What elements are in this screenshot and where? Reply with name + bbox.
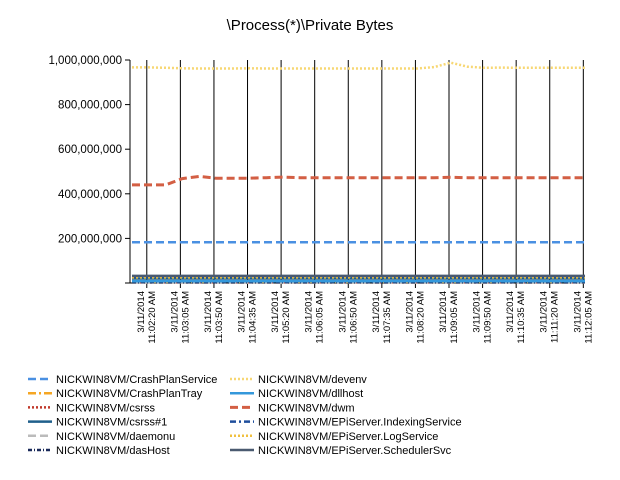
x-tick-date: 3/11/2014 [505,291,516,333]
x-tick-date: 3/11/2014 [169,291,180,333]
legend-label: NICKWIN8VM/csrss [56,402,156,414]
legend-label: NICKWIN8VM/devenv [258,374,367,386]
x-tick-label: 3/11/2014 11:03:05 AM [169,291,191,344]
x-tick-time: 11:02:20 AM [147,291,158,344]
x-tick-label: 3/11/2014 11:12:05 AM [572,291,594,344]
legend-label: NICKWIN8VM/CrashPlanTray [56,388,203,400]
legend-label: NICKWIN8VM/EPiServer.SchedulerSvc [258,445,452,457]
x-tick-label: 3/11/2014 11:09:50 AM [472,291,494,344]
x-tick-date: 3/11/2014 [472,291,483,333]
x-axis: 3/11/2014 11:02:20 AM 3/11/2014 11:03:05 AM… [125,282,594,344]
legend-label: NICKWIN8VM/dllhost [258,388,363,400]
x-tick-time: 11:03:50 AM [214,291,225,344]
y-tick-label: 200,000,000 [58,233,122,245]
x-tick-label: 3/11/2014 11:06:50 AM [337,291,359,344]
x-tick-date: 3/11/2014 [237,291,248,333]
legend: NICKWIN8VM/CrashPlanService NICKWIN8VM/Cr… [28,374,462,457]
x-tick-time: 11:09:05 AM [449,291,460,344]
x-tick-date: 3/11/2014 [371,291,382,333]
x-tick-time: 11:03:05 AM [180,291,191,344]
x-tick-date: 3/11/2014 [136,291,147,333]
legend-label: NICKWIN8VM/EPiServer.LogService [258,431,438,443]
x-tick-label: 3/11/2014 11:09:05 AM [438,291,460,344]
series-line-6 [132,61,585,70]
x-tick-label: 3/11/2014 11:11:20 AM [539,291,561,343]
x-tick-time: 11:11:20 AM [550,291,561,343]
legend-label: NICKWIN8VM/dasHost [56,445,170,457]
x-tick-date: 3/11/2014 [572,291,583,333]
x-tick-label: 3/11/2014 11:04:35 AM [237,291,259,344]
legend-label: NICKWIN8VM/dwm [258,402,355,414]
legend-label: NICKWIN8VM/CrashPlanService [56,374,217,386]
x-tick-date: 3/11/2014 [304,291,315,333]
x-tick-label: 3/11/2014 11:06:05 AM [304,291,326,344]
y-tick-label: 400,000,000 [58,189,122,201]
gridlines [146,60,584,283]
y-tick-label: 600,000,000 [58,144,122,156]
legend-label: NICKWIN8VM/csrss#1 [56,417,167,429]
x-tick-date: 3/11/2014 [539,291,550,333]
x-tick-time: 11:05:20 AM [281,291,292,344]
x-tick-label: 3/11/2014 11:08:20 AM [404,291,426,344]
x-tick-label: 3/11/2014 11:07:35 AM [371,291,393,344]
plot-area [132,61,585,284]
x-tick-date: 3/11/2014 [203,291,214,333]
x-tick-time: 11:07:35 AM [382,291,393,344]
series-line-8 [132,174,585,187]
x-tick-date: 3/11/2014 [337,291,348,333]
x-tick-label: 3/11/2014 11:03:50 AM [203,291,225,344]
legend-label: NICKWIN8VM/daemonu [56,431,175,443]
x-tick-date: 3/11/2014 [438,291,449,333]
x-tick-time: 11:04:35 AM [248,291,259,344]
x-tick-label: 3/11/2014 11:02:20 AM [136,291,158,344]
legend-label: NICKWIN8VM/EPiServer.IndexingService [258,417,462,429]
x-tick-time: 11:06:50 AM [348,291,359,344]
x-tick-time: 11:08:20 AM [415,291,426,344]
x-tick-label: 3/11/2014 11:10:35 AM [505,291,527,344]
y-tick-label: 800,000,000 [58,100,122,112]
chart-title: \Process(*)\Private Bytes [227,17,394,34]
x-tick-time: 11:10:35 AM [516,291,527,344]
x-tick-time: 11:12:05 AM [583,291,594,344]
x-tick-time: 11:09:50 AM [483,291,494,344]
x-tick-date: 3/11/2014 [404,291,415,333]
x-tick-time: 11:06:05 AM [315,291,326,344]
y-tick-label: 1,000,000,000 [48,55,122,67]
y-axis: 200,000,000 400,000,000 600,000,000 800,000… [48,55,131,284]
x-tick-date: 3/11/2014 [270,291,281,333]
x-tick-label: 3/11/2014 11:05:20 AM [270,291,292,344]
